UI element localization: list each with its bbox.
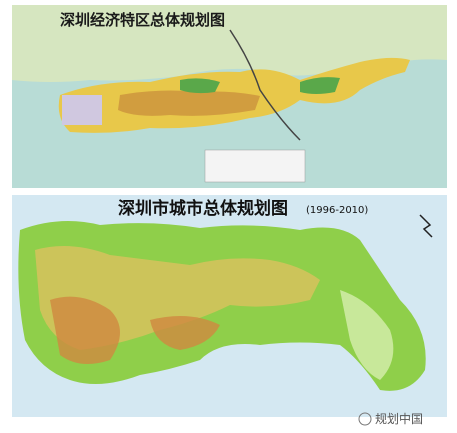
- hinterland: [12, 5, 447, 82]
- railway: [229, 29, 301, 141]
- map-special-zone: 深圳经济特区总体规划图: [12, 5, 447, 188]
- map-title: 深圳经济特区总体规划图: [60, 11, 225, 29]
- urban-core: [118, 90, 260, 116]
- green-area: [340, 290, 394, 380]
- park: [300, 77, 340, 94]
- map-subtitle: (1996-2010): [306, 205, 368, 216]
- port: [62, 95, 102, 125]
- north-arrow: [419, 214, 433, 238]
- park: [180, 78, 220, 94]
- map-title: 深圳市城市总体规划图: [118, 198, 288, 219]
- urban-core: [50, 296, 120, 364]
- map-city: 深圳市城市总体规划图 (1996-2010): [12, 195, 447, 417]
- urban-core: [150, 316, 220, 350]
- legend-box: [204, 149, 306, 183]
- watermark-icon: [358, 412, 372, 426]
- watermark: 规划中国: [375, 411, 423, 426]
